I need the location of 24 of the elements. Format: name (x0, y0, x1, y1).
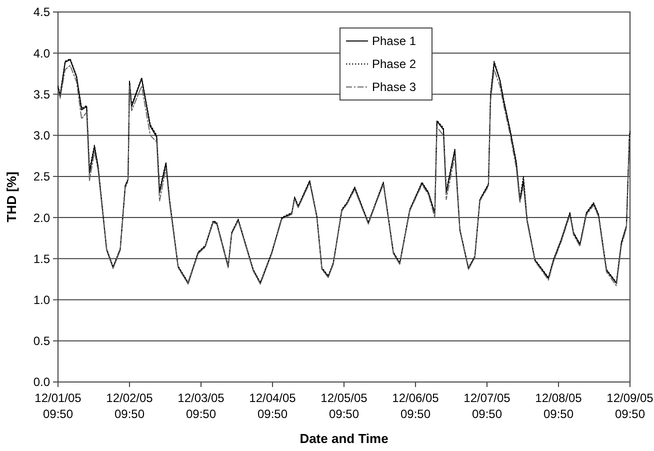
legend-label: Phase 1 (372, 34, 416, 48)
x-tick-label: 12/06/05 09:50 (392, 391, 440, 421)
x-tick-label: 12/07/05 09:50 (464, 391, 511, 421)
x-tick-label: 12/03/05 09:50 (178, 391, 225, 421)
legend-label: Phase 2 (372, 57, 416, 72)
x-tick-label: 12/09/05 09:50 (606, 391, 654, 421)
y-tick-label: 3.5 (33, 87, 50, 102)
x-tick-label: 12/01/05 09:50 (34, 391, 82, 421)
y-axis-title: THD [%] (4, 172, 19, 222)
legend-label: Phase 3 (372, 80, 416, 94)
y-tick-label: 4.5 (33, 5, 50, 20)
y-tick-label: 0.0 (33, 375, 50, 390)
y-tick-label: 3.0 (33, 128, 50, 143)
x-axis-title: Date and Time (300, 431, 388, 446)
x-tick-label: 12/02/05 09:50 (106, 391, 154, 421)
y-tick-label: 1.0 (33, 292, 50, 307)
y-tick-label: 2.5 (33, 170, 50, 184)
y-tick-label: 0.5 (33, 334, 50, 348)
y-tick-label: 1.5 (33, 252, 50, 266)
y-tick-label: 4.0 (33, 46, 50, 60)
x-tick-label: 12/05/05 09:50 (320, 391, 368, 421)
x-tick-label: 12/08/05 09:50 (535, 391, 582, 421)
x-tick-label: 12/04/05 09:50 (249, 391, 296, 421)
y-tick-label: 2.0 (33, 210, 50, 225)
